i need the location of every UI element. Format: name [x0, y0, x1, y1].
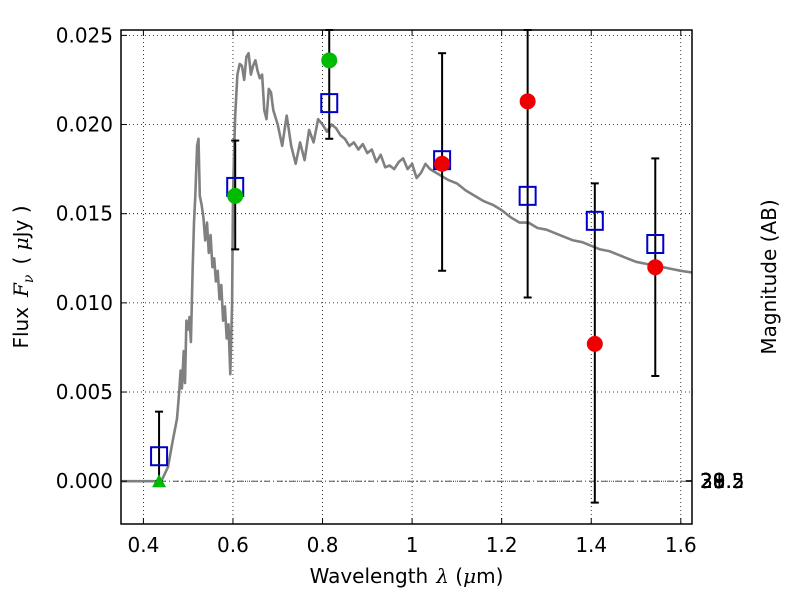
error-bars-layer [155, 29, 660, 504]
y-axis-label: Flux Fν ( μJy ) [9, 205, 37, 348]
x-tick-label: 0.6 [217, 533, 249, 557]
y-axis-label-units-rest: Jy ) [9, 205, 33, 239]
x-tick-label: 1.2 [486, 533, 518, 557]
x-axis-label-prefix: Wavelength [310, 564, 429, 588]
y-tick-label: 0.025 [56, 23, 113, 47]
x-tick-label: 1.4 [575, 533, 607, 557]
magnitude-tick-label: 29 [700, 469, 725, 493]
model-photometry-square [320, 93, 339, 114]
y-tick-label: 0.010 [56, 291, 113, 315]
magnitude-tick-label: 28 [700, 469, 725, 493]
y-tick-label: 0.000 [56, 469, 113, 493]
observed-point-red [647, 259, 664, 276]
y-tick-label: 0.020 [56, 113, 113, 137]
x-tick-label: 1.6 [665, 533, 697, 557]
model-photometry-square [150, 446, 169, 467]
y-axis-label-units-mu: μ [9, 237, 33, 250]
markers-layer [150, 52, 665, 488]
y-axis-label-prefix: Flux [9, 307, 33, 349]
y-axis-label-units-open: ( [9, 250, 33, 264]
observed-point-green [227, 187, 244, 204]
magnitude-tick-label: 28.5 [700, 469, 745, 493]
plot-frame [120, 29, 693, 525]
model-photometry-square [646, 234, 665, 255]
ticks-layer: 0.4 0.6 0.8 1 1.2 1.4 1.6 0.000 0.005 0.010 0.015 0… [56, 23, 745, 557]
model-spectrum-layer [121, 51, 693, 483]
model-photometry-square [518, 185, 537, 206]
x-axis-label-symbol: λ [435, 564, 449, 588]
model-photometry-square [585, 210, 604, 231]
y-tick-label: 0.005 [56, 380, 113, 404]
y-tick-label: 0.015 [56, 202, 113, 226]
x-tick-label: 1 [406, 533, 419, 557]
y-axis-label-symbol: F [9, 282, 33, 298]
grid-lines [121, 30, 692, 524]
observed-point-red [434, 155, 451, 172]
x-tick-label: 0.8 [307, 533, 339, 557]
x-tick-label: 0.4 [127, 533, 159, 557]
x-axis-label-units-open: ( [449, 564, 463, 588]
magnitude-tick-label: 30 [700, 469, 725, 493]
magnitude-axis-label: Magnitude (AB) [757, 199, 781, 354]
y-axis-label-sub: ν [21, 274, 37, 283]
upper-limit-triangle [152, 474, 167, 488]
x-axis-label-units-rest: m) [476, 564, 503, 588]
model-spectrum-line [121, 51, 693, 483]
x-axis-label-units-mu: μ [463, 564, 476, 588]
magnitude-tick-label: 29.5 [700, 469, 745, 493]
magnitude-tick-label: 31 [700, 469, 725, 493]
observed-point-red [519, 93, 536, 110]
magnitude-tick-label: 28.2 [700, 469, 745, 493]
observed-point-red [586, 335, 603, 352]
observed-point-green [321, 52, 338, 69]
x-axis-label: Wavelength λ (μm) [310, 564, 504, 588]
